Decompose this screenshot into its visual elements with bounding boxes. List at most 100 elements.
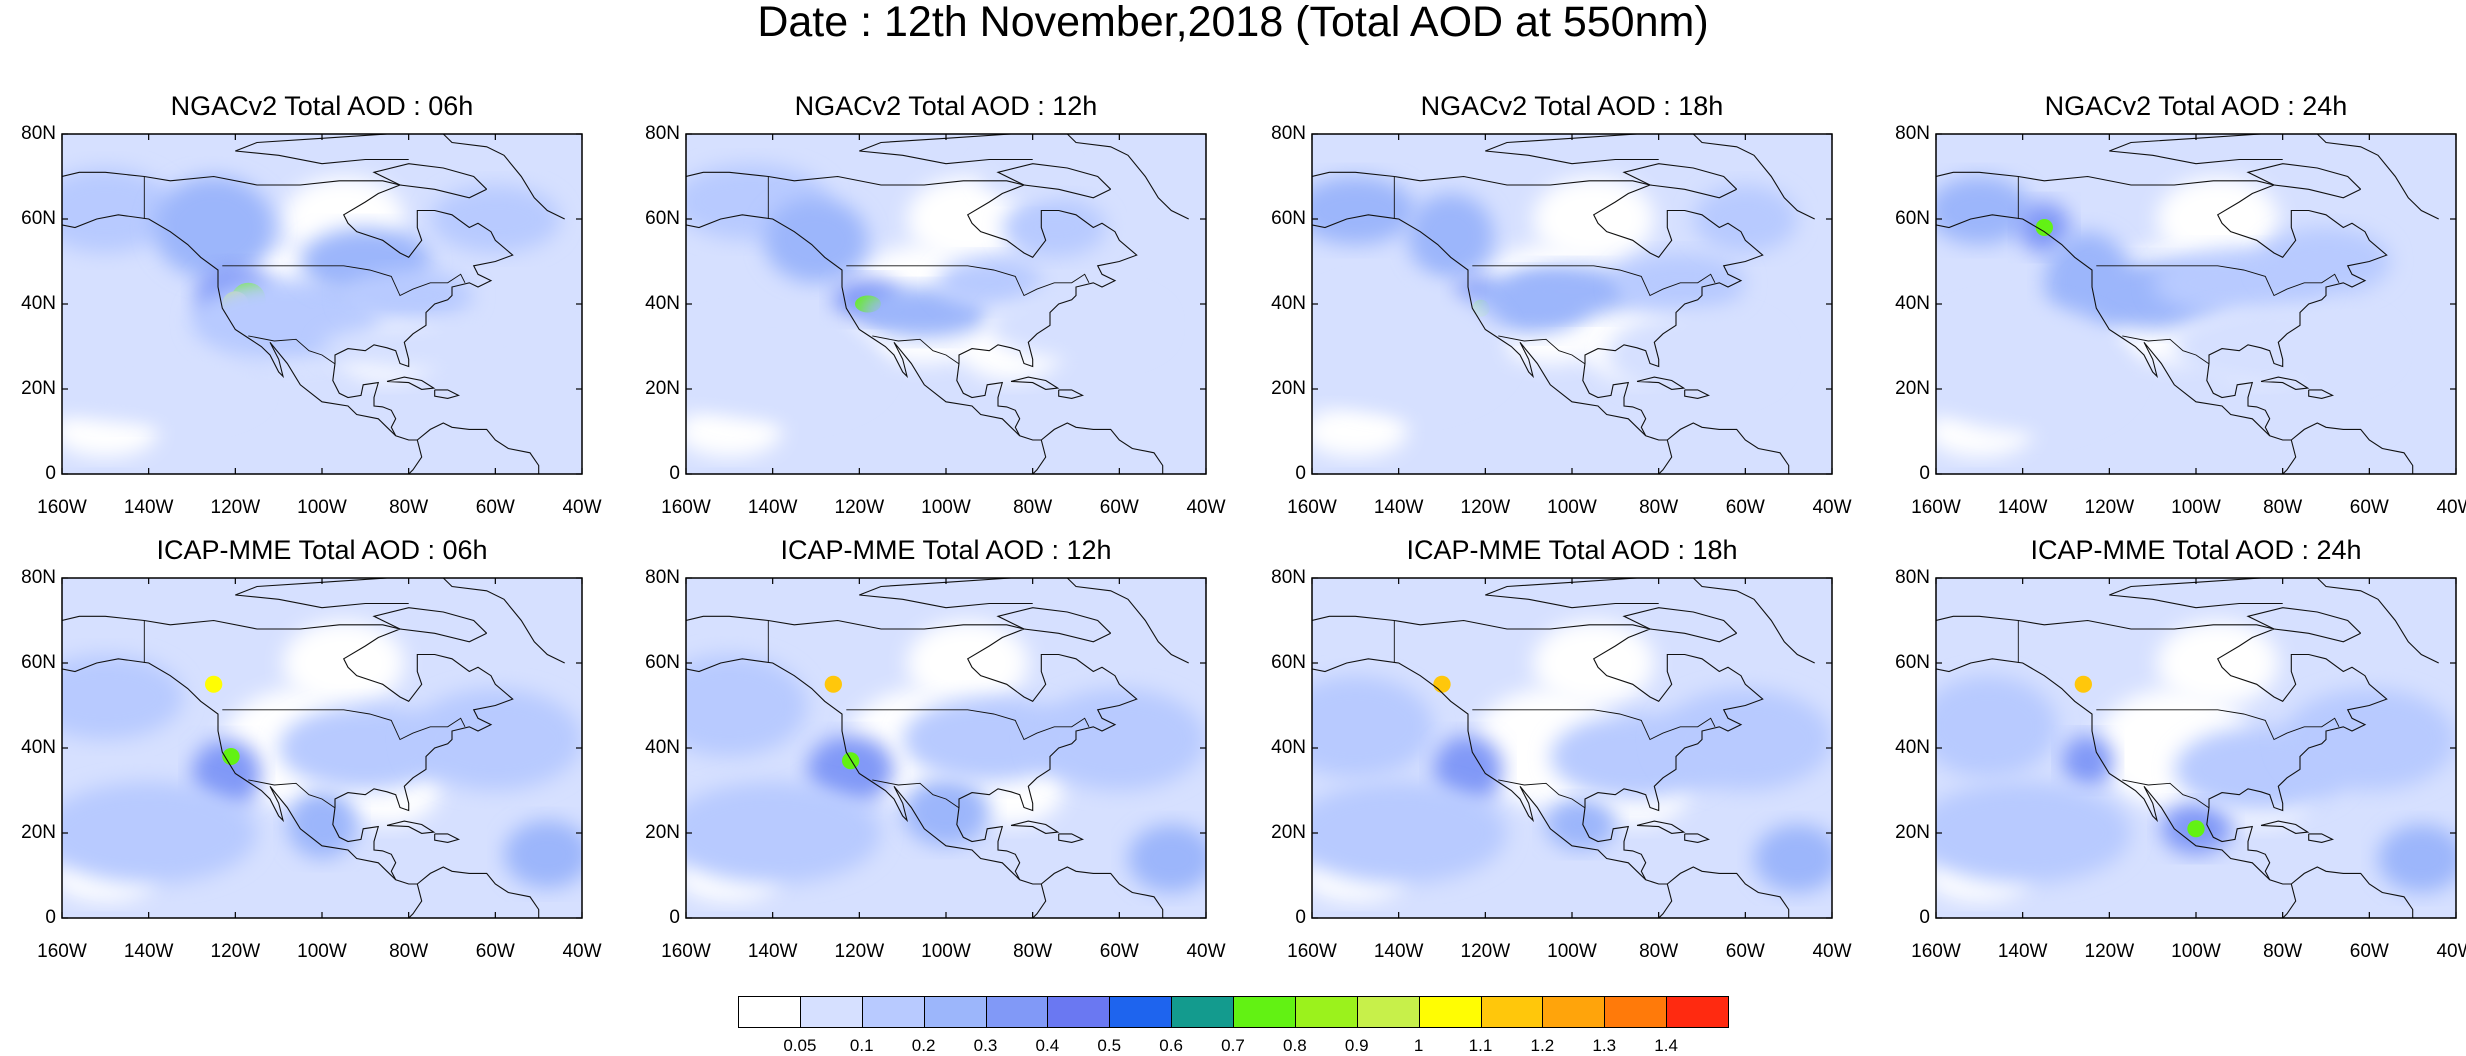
coastline: [996, 163, 1112, 199]
panel-title: ICAP-MME Total AOD : 24h: [2030, 535, 2362, 565]
lon-tick-label: 140W: [1997, 941, 2048, 962]
country-border: [248, 335, 336, 365]
lon-tick-label: 100W: [2171, 941, 2221, 962]
lat-tick-label: 40N: [1895, 293, 1930, 314]
coastline: [2308, 389, 2335, 399]
coastline: [2109, 134, 2283, 165]
country-border: [222, 709, 466, 741]
colorbar-swatch: [985, 996, 1049, 1028]
lat-tick-label: 40N: [1895, 737, 1930, 758]
coastline: [1936, 214, 2297, 474]
coastline: [2260, 820, 2310, 834]
coastline: [996, 607, 1112, 643]
map-panel: ICAP-MME Total AOD : 06h 80N 60N 40N 20N 0 160…: [21, 535, 601, 962]
coastline: [442, 134, 565, 220]
lon-tick-label: 40W: [1812, 941, 1852, 962]
colorbar: [738, 996, 1729, 1028]
coastline: [1312, 171, 1764, 368]
coastline: [1936, 615, 2388, 812]
lat-tick-label: 20N: [1271, 378, 1306, 399]
coastline: [1312, 214, 1673, 474]
coastline: [2290, 866, 2414, 918]
lat-tick-label: 0: [669, 907, 680, 928]
lon-tick-label: 100W: [921, 941, 971, 962]
aod-clear-patch: [907, 176, 1029, 262]
coastline: [1666, 866, 1790, 918]
lon-tick-label: 40W: [1812, 497, 1852, 518]
lon-tick-label: 40W: [1186, 497, 1226, 518]
aod-plume: [1002, 197, 1107, 258]
coastline: [372, 163, 488, 199]
aod-plume: [1312, 282, 1507, 411]
map-panel: NGACv2 Total AOD : 18h 80N 60N 40N 20N 0 160W 1…: [1271, 91, 1851, 518]
coastline: [2246, 163, 2362, 199]
aod-plume: [287, 790, 357, 859]
colorbar-swatch: [1356, 996, 1420, 1028]
coastline: [1058, 389, 1085, 399]
coastline: [1485, 578, 1659, 609]
lat-tick-label: 20N: [645, 378, 680, 399]
coastline: [2316, 134, 2439, 220]
country-border: [1472, 265, 1716, 297]
lat-tick-label: 80N: [1271, 567, 1306, 588]
aod-plume: [2035, 219, 2053, 236]
aod-plume: [153, 176, 275, 279]
coastline: [956, 807, 1021, 881]
colorbar-label: 0.05: [783, 1036, 817, 1055]
coastline: [1066, 578, 1189, 664]
colorbar-swatch: [799, 996, 863, 1028]
coastline: [1636, 820, 1686, 834]
lon-tick-label: 160W: [1911, 497, 1961, 518]
lat-tick-label: 40N: [1271, 293, 1306, 314]
map-panel: ICAP-MME Total AOD : 18h 80N 60N 40N 20N 0 160…: [1271, 535, 1851, 962]
aod-plume: [1658, 688, 1832, 791]
lon-tick-label: 80W: [389, 497, 429, 518]
lon-tick-label: 60W: [475, 497, 515, 518]
colorbar-label: 1.1: [1468, 1036, 1493, 1055]
lon-tick-label: 100W: [297, 497, 347, 518]
lon-tick-label: 160W: [37, 497, 87, 518]
colorbar-label: 1: [1413, 1036, 1424, 1055]
aod-plume: [1312, 782, 1507, 884]
lon-tick-label: 140W: [1373, 497, 1424, 518]
coastline: [372, 607, 488, 643]
colorbar-label: 0.3: [973, 1036, 998, 1055]
lat-tick-label: 60N: [1895, 208, 1930, 229]
aod-plume: [902, 697, 1076, 782]
lon-tick-label: 100W: [297, 941, 347, 962]
map-panel: ICAP-MME Total AOD : 24h 80N 60N 40N 20N 0 160…: [1895, 535, 2466, 962]
coastline: [332, 363, 397, 437]
aod-clear-patch: [1533, 176, 1655, 262]
aod-plume: [2061, 735, 2114, 787]
coastline: [235, 134, 409, 165]
colorbar-label: 0.1: [849, 1036, 874, 1055]
lat-tick-label: 60N: [1271, 652, 1306, 673]
lat-tick-label: 20N: [1895, 822, 1930, 843]
aod-plume: [62, 168, 175, 253]
lon-tick-label: 120W: [2084, 941, 2135, 962]
lon-tick-label: 120W: [1460, 941, 1511, 962]
coastline: [1058, 833, 1085, 843]
figure-title: Date : 12th November,2018 (Total AOD at …: [757, 0, 1709, 46]
colorbar-swatch: [1047, 996, 1111, 1028]
aod-plume: [62, 355, 257, 423]
colorbar-label: 0.4: [1035, 1036, 1060, 1055]
coastline: [1485, 134, 1659, 165]
aod-map: [1935, 577, 2457, 919]
coastline: [2206, 807, 2271, 881]
coastline: [1010, 820, 1060, 834]
coastline: [1936, 171, 2388, 368]
lon-tick-label: 40W: [2436, 941, 2466, 962]
aod-plume: [408, 688, 582, 791]
lat-tick-label: 40N: [21, 293, 56, 314]
lat-tick-label: 20N: [1895, 378, 1930, 399]
aod-clear-patch: [2157, 620, 2279, 706]
lon-tick-label: 140W: [123, 941, 174, 962]
map-panel: NGACv2 Total AOD : 06h 80N 60N 40N 20N 0 160W 1…: [21, 91, 601, 518]
lon-tick-label: 160W: [661, 941, 711, 962]
coastline: [1040, 866, 1164, 918]
lon-tick-label: 40W: [562, 941, 602, 962]
aod-clear-patch: [2157, 176, 2279, 262]
lat-tick-label: 0: [1295, 463, 1306, 484]
aod-plume: [1312, 176, 1416, 245]
